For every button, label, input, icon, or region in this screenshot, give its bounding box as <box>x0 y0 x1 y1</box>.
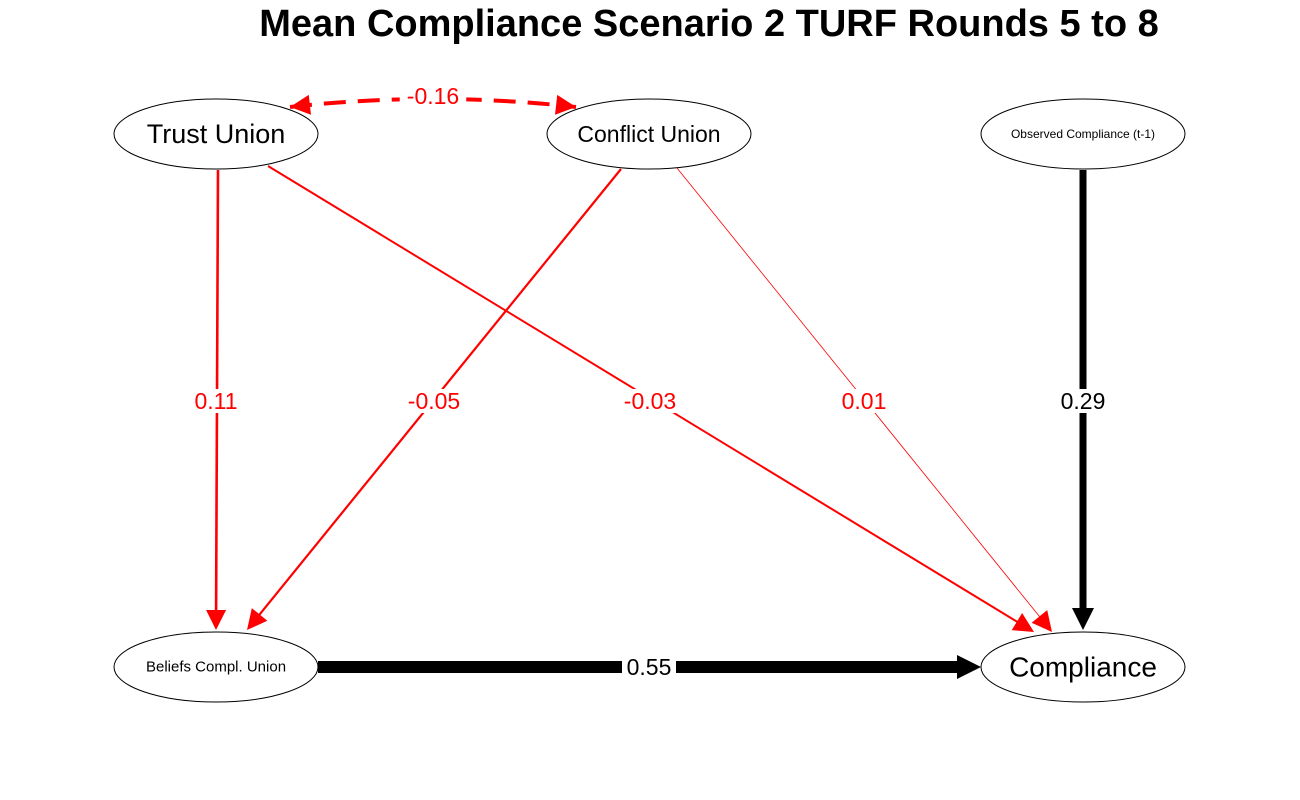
node-label: Observed Compliance (t-1) <box>1011 127 1155 141</box>
node-beliefs: Beliefs Compl. Union <box>113 631 319 703</box>
node-label: Conflict Union <box>577 121 720 147</box>
edge-label-text: -0.16 <box>407 83 459 109</box>
edge-label-text: 0.01 <box>842 388 887 414</box>
node-compliance: Compliance <box>980 631 1186 703</box>
edge-label-background <box>189 389 243 413</box>
edge-label-background <box>1056 389 1110 413</box>
node-label: Compliance <box>1009 652 1157 683</box>
arrowhead <box>206 609 227 630</box>
edge-label-trust-to-compliance: -0.03 <box>616 388 684 414</box>
node-ellipse <box>546 98 752 170</box>
edge-label-conflict-to-beliefs: -0.05 <box>400 388 468 414</box>
arrowhead-end <box>555 94 576 115</box>
arrowhead <box>247 608 268 630</box>
nodes-layer: Trust Union Conflict Union Observed Compli… <box>113 98 1186 703</box>
edge-label-text: 0.29 <box>1061 388 1106 414</box>
edge-label-text: 0.55 <box>627 654 672 680</box>
edge-label-trust-to-beliefs: 0.11 <box>189 388 243 414</box>
edge-labels-layer: 0.11 -0.05 -0.03 0.01 0.29 0.55 -0.16 <box>189 83 1110 680</box>
node-conflict: Conflict Union <box>546 98 752 170</box>
node-trust: Trust Union <box>113 98 319 170</box>
node-label: Trust Union <box>147 119 286 149</box>
edge-label-background <box>400 389 468 413</box>
diagram-title: Mean Compliance Scenario 2 TURF Rounds 5… <box>259 3 1159 45</box>
node-label: Beliefs Compl. Union <box>146 659 286 676</box>
edge-label-trust-to-conflict: -0.16 <box>399 83 467 109</box>
edge-label-background <box>622 655 676 679</box>
node-obs: Observed Compliance (t-1) <box>980 98 1186 170</box>
edge-label-conflict-to-compliance: 0.01 <box>837 388 891 414</box>
arrowhead-start <box>290 94 311 115</box>
arrowhead <box>1072 608 1094 630</box>
edge-label-obs-to-compliance: 0.29 <box>1056 388 1110 414</box>
edge-label-beliefs-to-compliance: 0.55 <box>622 654 676 680</box>
node-ellipse <box>113 631 319 703</box>
edge-label-background <box>399 84 467 108</box>
node-ellipse <box>980 631 1186 703</box>
edge-label-background <box>837 389 891 413</box>
edge-label-background <box>616 389 684 413</box>
arrowhead <box>957 655 981 679</box>
arrowhead <box>1031 610 1052 632</box>
edge-label-text: 0.11 <box>194 388 237 414</box>
node-ellipse <box>980 98 1186 170</box>
arrowhead <box>1011 613 1034 632</box>
edge-label-text: -0.03 <box>624 388 676 414</box>
edges-layer <box>206 94 1094 679</box>
node-ellipse <box>113 98 319 170</box>
edge-label-text: -0.05 <box>408 388 460 414</box>
